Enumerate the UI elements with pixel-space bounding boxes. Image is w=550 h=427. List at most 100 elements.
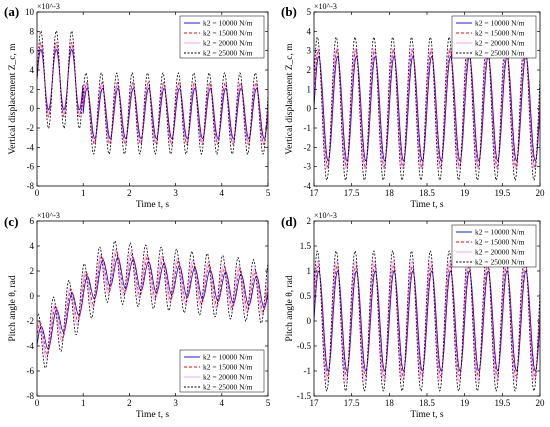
legend-label: k2 = 20000 N/m bbox=[203, 39, 253, 48]
y-tick-label: 4 bbox=[30, 65, 35, 75]
y-tick-label: 10 bbox=[25, 7, 35, 17]
chart-panel-2: (c) 0 1 2 3 4 5 -8 -6 -4 -2 0 2 4 6×10^-3 Time t, s Pitc… bbox=[4, 211, 271, 420]
y-tick-label: -4 bbox=[27, 142, 35, 152]
x-tick-label: 0 bbox=[35, 398, 40, 408]
series-line-0 bbox=[314, 270, 540, 372]
x-tick-label: 2 bbox=[127, 188, 132, 198]
y-tick-label: 0 bbox=[30, 291, 35, 301]
legend-label: k2 = 10000 N/m bbox=[203, 353, 253, 362]
y-tick-label: -3 bbox=[304, 162, 312, 172]
x-tick-label: 19.5 bbox=[494, 398, 510, 408]
x-tick-label: 5 bbox=[266, 188, 271, 198]
x-axis-label: Time t, s bbox=[410, 200, 443, 210]
legend-label: k2 = 25000 N/m bbox=[203, 49, 253, 58]
y-tick-label: 4 bbox=[30, 241, 35, 251]
y-tick-label: 6 bbox=[30, 46, 35, 56]
y-tick-label: 0.5 bbox=[300, 291, 312, 301]
legend: k2 = 10000 N/mk2 = 15000 N/mk2 = 20000 N… bbox=[179, 15, 265, 59]
y-axis-label: Vertical displacement Z_c, m bbox=[8, 43, 18, 155]
y-tick-label: 0 bbox=[30, 104, 35, 114]
legend-label: k2 = 10000 N/m bbox=[475, 19, 525, 28]
y-tick-label: 2 bbox=[30, 84, 35, 94]
y-tick-label: -6 bbox=[27, 162, 35, 172]
y-axis-label: Pitch angle θ, rad bbox=[8, 275, 18, 342]
legend-label: k2 = 15000 N/m bbox=[475, 29, 525, 38]
legend-label: k2 = 15000 N/m bbox=[203, 363, 253, 372]
series-line-2 bbox=[314, 260, 540, 382]
y-exponent: ×10^-3 bbox=[37, 2, 60, 11]
x-tick-label: 17 bbox=[310, 398, 320, 408]
y-tick-label: -0.5 bbox=[297, 341, 312, 351]
legend: k2 = 10000 N/mk2 = 15000 N/mk2 = 20000 N… bbox=[451, 224, 537, 268]
series-line-0 bbox=[37, 257, 268, 350]
x-tick-label: 3 bbox=[173, 398, 178, 408]
y-tick-label: 2 bbox=[30, 266, 35, 276]
y-tick-label: -1 bbox=[304, 366, 312, 376]
x-axis-label: Time t, s bbox=[136, 200, 169, 210]
y-exponent: ×10^-3 bbox=[314, 211, 337, 220]
y-tick-label: 0 bbox=[307, 316, 312, 326]
y-tick-label: -1 bbox=[304, 123, 312, 133]
x-tick-label: 18.5 bbox=[419, 398, 435, 408]
x-tick-label: 20 bbox=[536, 398, 546, 408]
panel-letter: (b) bbox=[281, 4, 297, 19]
x-tick-label: 3 bbox=[173, 188, 178, 198]
y-tick-label: 8 bbox=[30, 26, 35, 36]
y-exponent: ×10^-3 bbox=[37, 211, 60, 220]
legend-label: k2 = 10000 N/m bbox=[475, 228, 525, 237]
series-line-2 bbox=[314, 48, 540, 170]
x-tick-label: 2 bbox=[127, 398, 132, 408]
legend-label: k2 = 25000 N/m bbox=[475, 49, 525, 58]
series-line-3 bbox=[314, 36, 540, 182]
legend-label: k2 = 20000 N/m bbox=[203, 373, 253, 382]
x-tick-label: 20 bbox=[536, 188, 546, 198]
x-tick-label: 17 bbox=[310, 188, 320, 198]
legend-label: k2 = 15000 N/m bbox=[203, 29, 253, 38]
y-tick-label: -4 bbox=[27, 341, 35, 351]
y-tick-label: 5 bbox=[307, 7, 312, 17]
y-tick-label: 1.5 bbox=[300, 241, 312, 251]
x-tick-label: 4 bbox=[220, 398, 225, 408]
panel-letter: (c) bbox=[4, 214, 18, 229]
legend: k2 = 10000 N/mk2 = 15000 N/mk2 = 20000 N… bbox=[451, 15, 537, 59]
y-tick-label: -2 bbox=[304, 142, 312, 152]
y-axis-label: Pitch angle θ, rad bbox=[285, 275, 295, 342]
series-line-0 bbox=[314, 55, 540, 162]
y-tick-label: -8 bbox=[27, 391, 35, 401]
panel-letter: (a) bbox=[4, 4, 19, 19]
series-line-0 bbox=[37, 48, 268, 140]
legend: k2 = 10000 N/mk2 = 15000 N/mk2 = 20000 N… bbox=[179, 349, 265, 393]
y-tick-label: 3 bbox=[307, 46, 312, 56]
x-tick-label: 19 bbox=[460, 188, 470, 198]
chart-panel-0: (a) 0 1 2 3 4 5 -8 -6 -4 -2 0 2 4 6 8 10×10^-3 Time t, s V… bbox=[4, 2, 271, 210]
panel-letter: (d) bbox=[281, 214, 297, 229]
plot-frame bbox=[36, 220, 269, 397]
legend-label: k2 = 20000 N/m bbox=[475, 39, 525, 48]
y-tick-label: -2 bbox=[27, 316, 35, 326]
y-exponent: ×10^-3 bbox=[314, 2, 337, 11]
series-line-3 bbox=[37, 30, 268, 155]
y-tick-label: -6 bbox=[27, 366, 35, 376]
y-tick-label: -8 bbox=[27, 181, 35, 191]
y-tick-label: 1 bbox=[307, 266, 312, 276]
y-tick-label: -2 bbox=[27, 123, 35, 133]
series-line-1 bbox=[314, 265, 540, 377]
x-tick-label: 1 bbox=[81, 188, 86, 198]
x-axis-label: Time t, s bbox=[136, 410, 169, 420]
legend-label: k2 = 20000 N/m bbox=[475, 248, 525, 257]
x-tick-label: 0 bbox=[35, 188, 40, 198]
x-tick-label: 18 bbox=[385, 398, 395, 408]
series-line-2 bbox=[37, 249, 268, 359]
x-axis-label: Time t, s bbox=[410, 410, 443, 420]
y-tick-label: 4 bbox=[307, 26, 312, 36]
legend-label: k2 = 15000 N/m bbox=[475, 238, 525, 247]
x-tick-label: 4 bbox=[220, 188, 225, 198]
x-tick-label: 18 bbox=[385, 188, 395, 198]
y-tick-label: -1.5 bbox=[297, 391, 312, 401]
chart-panel-3: (d) 17 17.5 18 18.5 19 19.5 20 -1.5 -1 -0.5 0 0.5 1 1.… bbox=[281, 211, 545, 420]
x-tick-label: 17.5 bbox=[344, 398, 360, 408]
y-tick-label: 6 bbox=[30, 216, 35, 226]
series-line-1 bbox=[314, 49, 540, 168]
